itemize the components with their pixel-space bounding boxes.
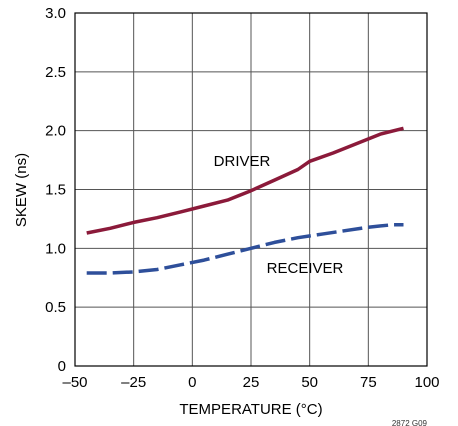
- y-tick-label: 2.5: [45, 64, 66, 81]
- x-tick-label: 0: [188, 374, 196, 391]
- plot-frame: [74, 12, 428, 367]
- y-axis-title: SKEW (ns): [13, 153, 30, 227]
- y-tick-label: 2.0: [45, 123, 66, 140]
- x-tick-labels: –50 –25 0 25 50 75 100: [62, 374, 439, 391]
- figure-id: 2872 G09: [392, 419, 428, 426]
- x-tick-label: 100: [414, 374, 439, 391]
- y-tick-label: 3.0: [45, 5, 66, 22]
- x-tick-label: 75: [360, 374, 377, 391]
- driver-series-line: [86, 126, 404, 235]
- receiver-series-label: RECEIVER: [267, 260, 344, 277]
- y-tick-label: 0: [58, 358, 66, 375]
- x-tick-label: –50: [62, 374, 87, 391]
- y-tick-label: 0.5: [45, 299, 66, 316]
- y-tick-labels: 0 0.5 1.0 1.5 2.0 2.5 3.0: [45, 5, 66, 375]
- grid: [75, 13, 427, 366]
- x-tick-label: 50: [301, 374, 318, 391]
- x-tick-label: 25: [243, 374, 260, 391]
- x-tick-label: –25: [121, 374, 146, 391]
- x-axis-title: TEMPERATURE (°C): [179, 401, 322, 418]
- series-layer: [86, 126, 404, 275]
- driver-series-label: DRIVER: [214, 153, 271, 170]
- y-tick-label: 1.5: [45, 182, 66, 199]
- y-tick-label: 1.0: [45, 240, 66, 257]
- receiver-series-line: [86, 223, 404, 275]
